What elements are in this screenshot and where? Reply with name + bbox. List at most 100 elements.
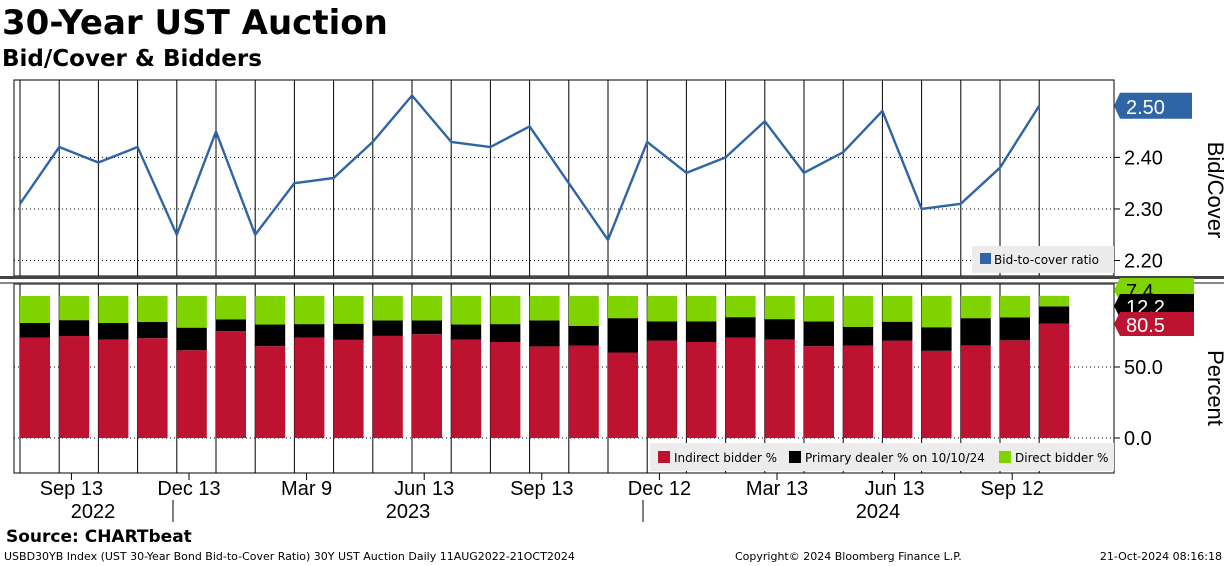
y-tick-label: 50.0: [1124, 357, 1163, 379]
indirect-bar-segment: [686, 342, 717, 438]
direct-bar-segment: [1000, 296, 1030, 318]
indirect-bar-segment: [412, 334, 442, 438]
indirect-last-value-flag: [1114, 312, 1194, 336]
primary-dealer-bar-segment: [137, 321, 168, 339]
primary-dealer-bar-segment: [529, 320, 560, 347]
x-tick-label: Sep 13: [40, 478, 103, 500]
bidders-last-value-flags: 7.412.280.5: [1114, 278, 1194, 337]
bidders-legend: Indirect bidder % Primary dealer % on 10…: [650, 443, 1114, 471]
direct-bar-segment: [568, 296, 599, 326]
direct-bar-segment: [294, 296, 325, 325]
indirect-bar-segment: [294, 337, 325, 438]
indirect-bar-segment: [647, 340, 678, 438]
indirect-bar-segment: [490, 342, 521, 438]
y-tick-label: 2.40: [1124, 147, 1163, 169]
legend-label-primary-dealer: Primary dealer % on 10/10/24: [805, 451, 985, 465]
direct-bar-segment: [451, 296, 482, 325]
y-tick-label: 2.30: [1124, 199, 1163, 221]
bidcover-last-value: 2.50: [1126, 97, 1165, 119]
direct-bar-segment: [216, 296, 246, 320]
primary-dealer-bar-segment: [725, 317, 756, 338]
x-tick-label: Jun 13: [394, 478, 454, 500]
direct-bar-segment: [529, 296, 560, 321]
primary-dealer-bar-segment: [608, 318, 638, 353]
direct-bar-segment: [176, 296, 207, 328]
indirect-bar-segment: [921, 350, 952, 438]
legend-label-bid-to-cover: Bid-to-cover ratio: [994, 253, 1099, 267]
copyright-footer: Copyright© 2024 Bloomberg Finance L.P.: [735, 550, 962, 563]
direct-bar-segment: [255, 296, 286, 325]
primary-dealer-bar-segment: [255, 324, 286, 347]
x-tick-label: Jun 13: [865, 478, 925, 500]
indirect-bar-segment: [333, 339, 364, 438]
direct-bar-segment: [137, 296, 168, 322]
primary-dealer-bar-segment: [372, 320, 403, 336]
direct-bar-segment: [764, 296, 795, 320]
ticker-footer: USBD30YB Index (UST 30-Year Bond Bid-to-…: [4, 550, 575, 563]
primary-dealer-bar-segment: [804, 321, 834, 347]
direct-bar-segment: [59, 296, 90, 321]
x-tick-label: Dec 13: [157, 478, 220, 500]
primary-dealer-bar-segment: [843, 326, 874, 346]
indirect-bar-segment: [372, 335, 403, 438]
indirect-bar-segment: [216, 331, 246, 438]
bidders-y-axis: 0.0 50.0: [1114, 357, 1163, 450]
y-tick-label: 0.0: [1124, 428, 1152, 450]
primary-dealer-bar-segment: [1039, 306, 1070, 324]
legend-swatch-direct: [999, 451, 1011, 463]
legend-label-indirect: Indirect bidder %: [674, 451, 777, 465]
indirect-bar-segment: [608, 352, 638, 438]
primary-dealer-bar-segment: [216, 319, 246, 332]
primary-dealer-bar-segment: [451, 324, 482, 340]
bidders-y-axis-title: Percent: [1203, 350, 1224, 426]
primary-dealer-bar-segment: [412, 320, 442, 335]
year-label: 2024: [856, 501, 901, 523]
primary-dealer-bar-segment: [921, 327, 952, 351]
primary-dealer-bar-segment: [294, 324, 325, 338]
primary-dealer-bar-segment: [20, 322, 50, 338]
primary-dealer-bar-segment: [882, 321, 913, 341]
direct-bar-segment: [333, 296, 364, 324]
bidcover-y-axis-title: Bid/Cover: [1203, 142, 1224, 239]
year-label: 2022: [71, 501, 116, 523]
chart-title: 30-Year UST Auction: [2, 3, 388, 43]
primary-dealer-bar-segment: [176, 327, 207, 351]
primary-dealer-bar-segment: [490, 324, 521, 343]
x-tick-label: Dec 12: [628, 478, 691, 500]
timestamp-footer: 21-Oct-2024 08:16:18: [1099, 550, 1222, 563]
indirect-bar-segment: [804, 346, 834, 438]
indirect-bar-segment: [529, 346, 560, 438]
indirect-bar-segment: [98, 339, 129, 438]
indirect-bar-segment: [1000, 340, 1030, 438]
direct-bar-segment: [412, 296, 442, 321]
direct-bar-segment: [882, 296, 913, 322]
x-tick-label: Sep 13: [510, 478, 573, 500]
primary-dealer-bar-segment: [647, 321, 678, 341]
direct-bar-segment: [960, 296, 991, 319]
direct-bar-segment: [921, 296, 952, 328]
direct-bar-segment: [843, 296, 874, 327]
primary-dealer-bar-segment: [568, 325, 599, 346]
primary-dealer-bar-segment: [764, 319, 795, 340]
indirect-bar-segment: [764, 339, 795, 438]
indirect-bar-segment: [568, 345, 599, 438]
indirect-bar-segment: [960, 345, 991, 438]
direct-bar-segment: [1039, 295, 1070, 307]
x-tick-label: Sep 12: [981, 478, 1044, 500]
direct-bar-segment: [490, 296, 521, 325]
x-axis: Sep 13 Dec 13 Mar 9 Jun 13 Sep 13 Dec 12 Mar 1…: [14, 472, 1114, 500]
y-tick-label: 2.20: [1124, 251, 1163, 273]
direct-bar-segment: [98, 296, 129, 323]
indirect-bar-segment: [137, 338, 168, 438]
indirect-last-value: 80.5: [1126, 315, 1165, 337]
bid-to-cover-points: [19, 95, 1040, 240]
primary-dealer-bar-segment: [1000, 317, 1030, 341]
indirect-bar-segment: [882, 340, 913, 438]
legend-label-direct: Direct bidder %: [1015, 451, 1108, 465]
x-tick-label: Mar 13: [746, 478, 808, 500]
bidcover-y-axis: 2.20 2.30 2.40: [1114, 147, 1163, 273]
indirect-bar-segment: [59, 336, 90, 438]
indirect-bar-segment: [255, 346, 286, 438]
chart-subtitle: Bid/Cover & Bidders: [2, 46, 262, 72]
